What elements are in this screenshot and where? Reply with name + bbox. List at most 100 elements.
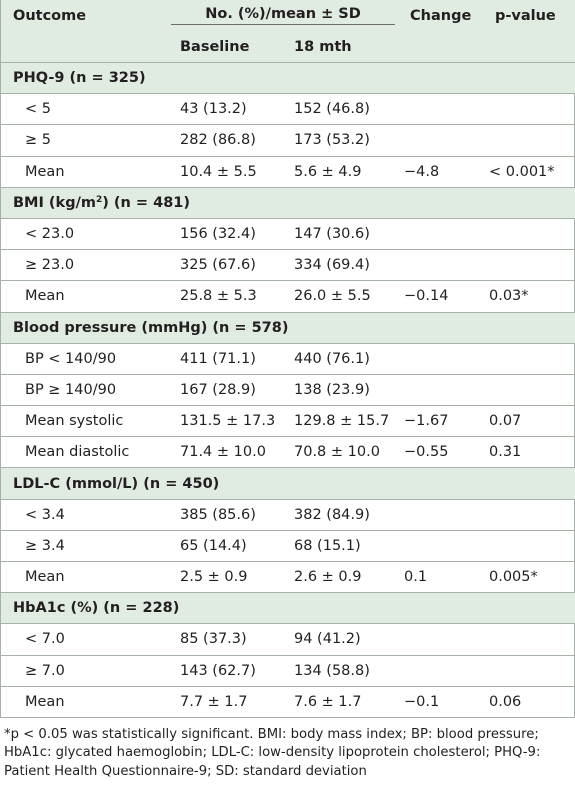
section-title: BMI (kg/m2) (n = 481) bbox=[1, 186, 575, 219]
row-label: Mean bbox=[1, 155, 168, 188]
row-label: Mean bbox=[1, 280, 168, 312]
18mth-value: 7.6 ± 1.7 bbox=[282, 685, 398, 717]
table-footnote: *p < 0.05 was statistically significant.… bbox=[4, 726, 541, 779]
row-label: < 7.0 bbox=[1, 623, 168, 656]
p-value: 0.005* bbox=[483, 560, 575, 593]
table-row: Mean 10.4 ± 5.5 5.6 ± 4.9 −4.8 < 0.001* bbox=[1, 155, 575, 188]
header-change: Change bbox=[398, 0, 483, 31]
p-value bbox=[483, 93, 575, 125]
p-value: < 0.001* bbox=[483, 155, 575, 188]
row-label: ≥ 7.0 bbox=[1, 654, 168, 687]
baseline-value: 71.4 ± 10.0 bbox=[168, 436, 282, 468]
baseline-value: 411 (71.1) bbox=[168, 342, 282, 375]
p-value bbox=[483, 623, 575, 656]
change-value bbox=[398, 93, 483, 125]
row-label: BP < 140/90 bbox=[1, 342, 168, 375]
baseline-value: 325 (67.6) bbox=[168, 249, 282, 281]
18mth-value: 2.6 ± 0.9 bbox=[282, 560, 398, 593]
row-label: Mean bbox=[1, 685, 168, 717]
18mth-value: 134 (58.8) bbox=[282, 654, 398, 687]
header-row: Outcome No. (%)/mean ± SD Change p-value bbox=[1, 0, 575, 31]
18mth-value: 129.8 ± 15.7 bbox=[282, 405, 398, 437]
row-label: ≥ 5 bbox=[1, 124, 168, 157]
change-value bbox=[398, 654, 483, 687]
baseline-value: 385 (85.6) bbox=[168, 498, 282, 531]
p-value: 0.31 bbox=[483, 436, 575, 468]
row-label: ≥ 3.4 bbox=[1, 529, 168, 562]
header-group: No. (%)/mean ± SD bbox=[168, 0, 398, 31]
18mth-value: 68 (15.1) bbox=[282, 529, 398, 562]
table-row: < 3.4 385 (85.6) 382 (84.9) bbox=[1, 498, 575, 531]
baseline-value: 167 (28.9) bbox=[168, 373, 282, 406]
change-value: −0.14 bbox=[398, 280, 483, 312]
baseline-value: 131.5 ± 17.3 bbox=[168, 405, 282, 437]
row-label: BP ≥ 140/90 bbox=[1, 373, 168, 406]
section-title: Blood pressure (mmHg) (n = 578) bbox=[1, 311, 575, 344]
change-value: 0.1 bbox=[398, 560, 483, 593]
baseline-value: 7.7 ± 1.7 bbox=[168, 685, 282, 717]
table-row: BP ≥ 140/90 167 (28.9) 138 (23.9) bbox=[1, 373, 575, 406]
header-baseline: Baseline bbox=[168, 31, 282, 63]
p-value bbox=[483, 342, 575, 375]
section-title: PHQ-9 (n = 325) bbox=[1, 61, 575, 94]
change-value bbox=[398, 249, 483, 281]
header-18mth: 18 mth bbox=[282, 31, 398, 63]
header-group-label: No. (%)/mean ± SD bbox=[171, 6, 395, 25]
table-row: Mean 25.8 ± 5.3 26.0 ± 5.5 −0.14 0.03* bbox=[1, 280, 575, 312]
table-row: Mean 2.5 ± 0.9 2.6 ± 0.9 0.1 0.005* bbox=[1, 560, 575, 593]
p-value: 0.06 bbox=[483, 685, 575, 717]
18mth-value: 26.0 ± 5.5 bbox=[282, 280, 398, 312]
18mth-value: 147 (30.6) bbox=[282, 217, 398, 250]
18mth-value: 440 (76.1) bbox=[282, 342, 398, 375]
row-label: Mean systolic bbox=[1, 405, 168, 437]
section-row: BMI (kg/m2) (n = 481) bbox=[1, 186, 575, 219]
change-value bbox=[398, 623, 483, 656]
section-title: LDL-C (mmol/L) (n = 450) bbox=[1, 467, 575, 500]
p-value: 0.07 bbox=[483, 405, 575, 437]
section-title: HbA1c (%) (n = 228) bbox=[1, 592, 575, 624]
18mth-value: 173 (53.2) bbox=[282, 124, 398, 157]
baseline-value: 2.5 ± 0.9 bbox=[168, 560, 282, 593]
p-value: 0.03* bbox=[483, 280, 575, 312]
row-label: Mean diastolic bbox=[1, 436, 168, 468]
p-value bbox=[483, 529, 575, 562]
p-value bbox=[483, 498, 575, 531]
p-value bbox=[483, 654, 575, 687]
baseline-value: 85 (37.3) bbox=[168, 623, 282, 656]
baseline-value: 25.8 ± 5.3 bbox=[168, 280, 282, 312]
baseline-value: 10.4 ± 5.5 bbox=[168, 155, 282, 188]
p-value bbox=[483, 249, 575, 281]
section-row: HbA1c (%) (n = 228) bbox=[1, 592, 575, 624]
change-value: −0.55 bbox=[398, 436, 483, 468]
table-row: ≥ 5 282 (86.8) 173 (53.2) bbox=[1, 124, 575, 157]
row-label: Mean bbox=[1, 560, 168, 593]
p-value bbox=[483, 373, 575, 406]
change-value: −4.8 bbox=[398, 155, 483, 188]
table-row: ≥ 3.4 65 (14.4) 68 (15.1) bbox=[1, 529, 575, 562]
row-label: ≥ 23.0 bbox=[1, 249, 168, 281]
baseline-value: 43 (13.2) bbox=[168, 93, 282, 125]
section-row: Blood pressure (mmHg) (n = 578) bbox=[1, 311, 575, 344]
table-row: < 5 43 (13.2) 152 (46.8) bbox=[1, 93, 575, 125]
18mth-value: 138 (23.9) bbox=[282, 373, 398, 406]
subheader-row: Baseline 18 mth bbox=[1, 31, 575, 63]
18mth-value: 152 (46.8) bbox=[282, 93, 398, 125]
section-row: PHQ-9 (n = 325) bbox=[1, 61, 575, 94]
row-label: < 23.0 bbox=[1, 217, 168, 250]
table-row: ≥ 23.0 325 (67.6) 334 (69.4) bbox=[1, 249, 575, 281]
table-row: < 23.0 156 (32.4) 147 (30.6) bbox=[1, 217, 575, 250]
change-value: −1.67 bbox=[398, 405, 483, 437]
baseline-value: 143 (62.7) bbox=[168, 654, 282, 687]
change-value bbox=[398, 124, 483, 157]
change-value bbox=[398, 217, 483, 250]
18mth-value: 382 (84.9) bbox=[282, 498, 398, 531]
change-value bbox=[398, 373, 483, 406]
18mth-value: 70.8 ± 10.0 bbox=[282, 436, 398, 468]
table-row: Mean systolic 131.5 ± 17.3 129.8 ± 15.7 −1.… bbox=[1, 405, 575, 437]
change-value: −0.1 bbox=[398, 685, 483, 717]
18mth-value: 5.6 ± 4.9 bbox=[282, 155, 398, 188]
table-row: < 7.0 85 (37.3) 94 (41.2) bbox=[1, 623, 575, 656]
baseline-value: 282 (86.8) bbox=[168, 124, 282, 157]
baseline-value: 156 (32.4) bbox=[168, 217, 282, 250]
table-row: BP < 140/90 411 (71.1) 440 (76.1) bbox=[1, 342, 575, 375]
